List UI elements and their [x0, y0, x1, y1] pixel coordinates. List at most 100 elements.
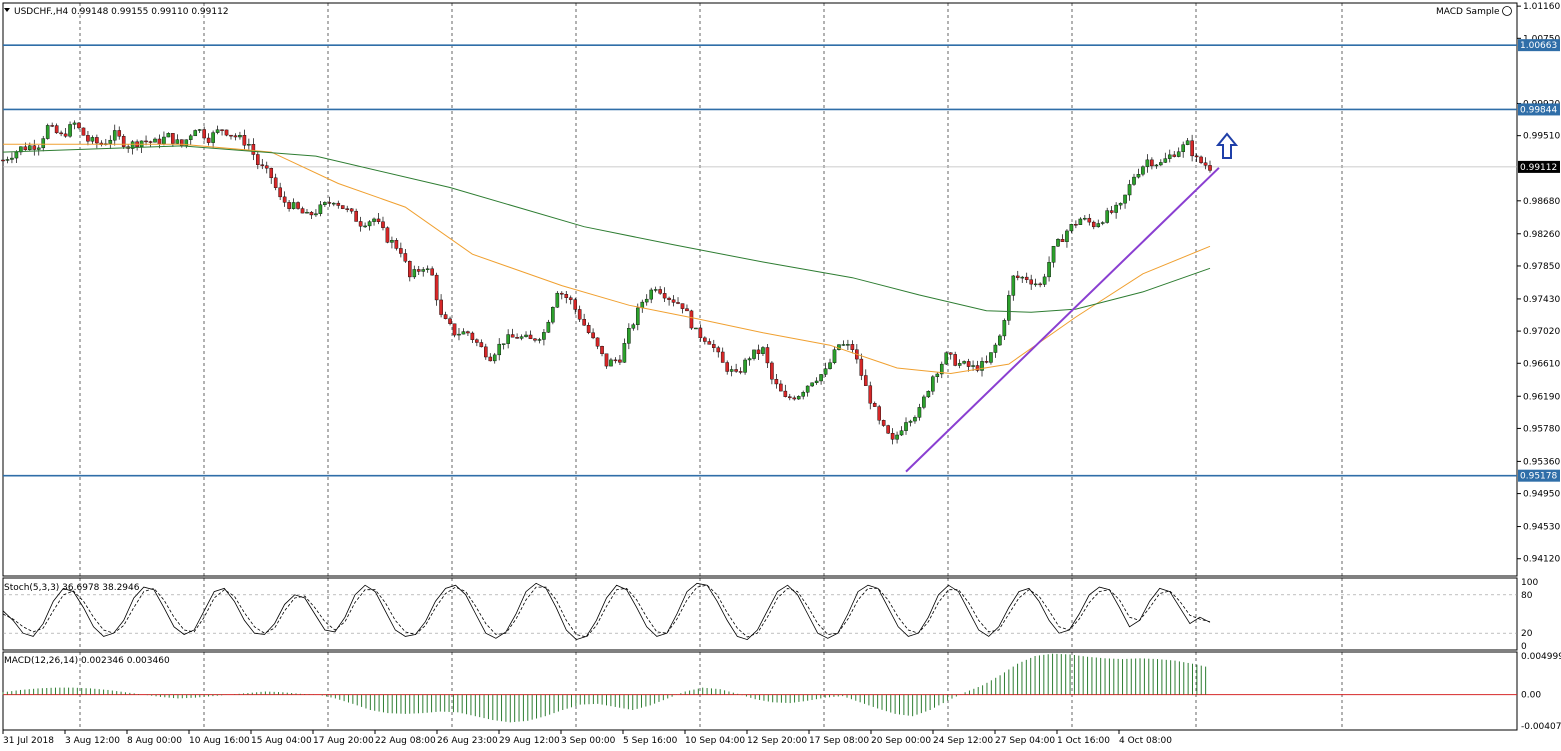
candle-body — [975, 365, 980, 371]
candle-body — [211, 132, 215, 143]
candle-body — [913, 417, 917, 422]
candle-body — [917, 407, 922, 418]
x-tick-label: 24 Sep 12:00 — [933, 736, 993, 746]
header-dropdown-icon[interactable] — [4, 8, 10, 12]
candle-body — [157, 138, 162, 145]
x-tick-label: 22 Aug 08:00 — [375, 736, 436, 746]
x-tick-label: 17 Aug 20:00 — [313, 736, 374, 746]
candle-body — [662, 293, 667, 299]
pane-border-0 — [2, 2, 1518, 577]
candle-body — [649, 289, 654, 300]
y-tick-label: 0.96190 — [1523, 392, 1560, 402]
pane-border-1 — [2, 577, 1518, 651]
candle-body — [1208, 165, 1212, 171]
candle-body — [609, 359, 613, 367]
candle-body — [367, 221, 372, 227]
candle-body — [1051, 245, 1056, 263]
symbol-header: USDCHF.,H4 0.99148 0.99155 0.99110 0.991… — [14, 7, 229, 17]
candle-body — [787, 396, 792, 399]
candle-body — [564, 294, 569, 298]
stoch-pane[interactable] — [2, 582, 1517, 641]
price-pane[interactable] — [1, 44, 1517, 477]
indicator-settings-icon[interactable] — [1502, 6, 1512, 16]
candle-body — [251, 144, 256, 155]
stoch-signal-line — [2, 584, 1211, 638]
candle-body — [77, 122, 81, 129]
candle-body — [425, 268, 430, 270]
candle-body — [1154, 164, 1159, 167]
candle-body — [470, 332, 475, 340]
candle-body — [604, 353, 609, 367]
candle-body — [1109, 210, 1114, 213]
candle-body — [926, 390, 931, 398]
candle-body — [1150, 159, 1154, 167]
candle-body — [573, 299, 578, 310]
x-tick-label: 3 Sep 00:00 — [561, 736, 616, 746]
candle-body — [582, 319, 586, 326]
candle-body — [931, 376, 935, 392]
candle-body — [457, 333, 461, 336]
level-label: 1.00663 — [1520, 41, 1557, 51]
x-tick-label: 3 Aug 12:00 — [65, 736, 120, 746]
candle-body — [542, 332, 546, 340]
candle-body — [421, 269, 426, 272]
candle-body — [510, 334, 515, 338]
candle-body — [953, 354, 957, 366]
candle-body — [644, 298, 649, 303]
candle-body — [559, 292, 564, 295]
candle-body — [1042, 276, 1047, 285]
pane-border-2 — [2, 651, 1518, 731]
y-tick-label: 0.97020 — [1523, 327, 1560, 337]
candle-body — [667, 297, 671, 300]
candle-body — [108, 139, 113, 144]
candle-body — [618, 359, 622, 363]
candle-body — [698, 327, 703, 339]
candle-body — [466, 331, 470, 334]
candle-body — [349, 208, 354, 212]
candle-body — [613, 359, 618, 362]
candle-body — [676, 302, 680, 304]
candle-body — [1185, 140, 1190, 145]
candle-body — [381, 221, 385, 228]
candle-body — [801, 392, 805, 397]
candle-body — [323, 202, 327, 206]
candle-body — [229, 134, 233, 137]
candle-body — [1, 159, 5, 162]
candle-body — [904, 422, 908, 431]
candle-body — [19, 146, 23, 153]
candle-body — [1069, 224, 1074, 232]
x-tick-label: 4 Oct 08:00 — [1119, 736, 1172, 746]
candle-body — [412, 269, 417, 278]
candle-body — [247, 144, 251, 146]
candle-body — [242, 135, 247, 146]
candle-body — [707, 341, 712, 345]
candle-body — [971, 365, 975, 367]
y-tick-label: 0.96610 — [1523, 359, 1560, 369]
candle-body — [568, 297, 573, 300]
candle-body — [551, 307, 555, 323]
candle-body — [1024, 276, 1029, 280]
candle-body — [1194, 155, 1199, 158]
candle-body — [586, 324, 591, 333]
candle-body — [957, 363, 962, 366]
candle-body — [881, 420, 886, 426]
candle-body — [166, 133, 171, 138]
candle-body — [188, 135, 193, 140]
candle-body — [50, 125, 54, 127]
candle-body — [23, 146, 28, 150]
macd-pane[interactable] — [2, 653, 1517, 723]
candle-body — [1020, 276, 1025, 279]
candle-body — [1078, 218, 1083, 225]
candle-body — [640, 301, 645, 309]
candle-body — [859, 358, 864, 376]
candle-body — [1114, 204, 1118, 213]
x-tick-label: 29 Aug 12:00 — [499, 736, 560, 746]
stoch-main-line — [2, 582, 1211, 641]
candle-body — [761, 347, 765, 354]
candle-body — [1123, 194, 1127, 204]
candle-body — [296, 202, 300, 209]
candle-body — [622, 343, 627, 363]
candle-body — [966, 361, 971, 367]
candle-body — [206, 137, 211, 143]
